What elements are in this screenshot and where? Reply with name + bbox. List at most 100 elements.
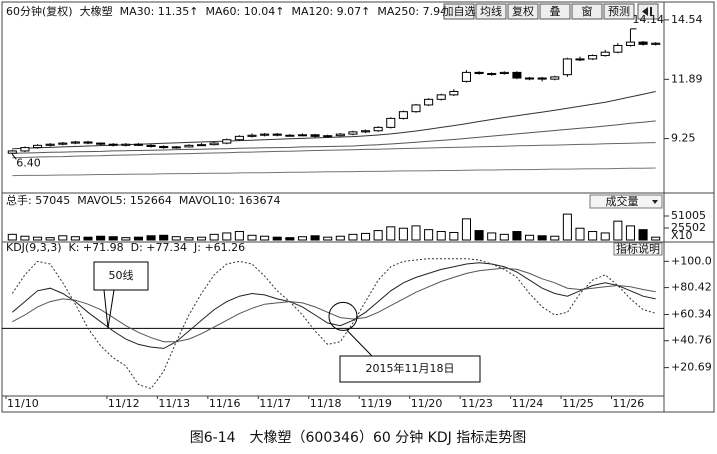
candle-body [171, 146, 181, 149]
candle-body [386, 117, 396, 128]
volume-bar [96, 235, 106, 241]
volume-bar [600, 232, 610, 241]
candle-body [474, 71, 484, 75]
volume-bar [58, 235, 68, 241]
header-item: 大橡塑 [80, 4, 113, 18]
volume-bar [625, 225, 635, 241]
button-frame[interactable] [507, 3, 539, 20]
button[interactable]: 均线 [480, 4, 502, 18]
x-tick-label: 11/12 [108, 397, 140, 410]
candle-body [651, 42, 661, 45]
volume-bar [83, 236, 93, 241]
volume-bar [461, 218, 471, 241]
y-tick-label: 25502 [671, 221, 706, 234]
volume-bar [133, 236, 143, 241]
button-icon [642, 7, 652, 16]
header-item: MAVOL10: 163674 [179, 194, 281, 207]
volume-bar [474, 230, 484, 241]
dropdown[interactable]: 成交量 [606, 194, 639, 208]
annotation: 14.14 [632, 13, 664, 26]
y-tick-label: +80.42 [671, 281, 712, 294]
icon-button[interactable] [637, 3, 659, 20]
candle-body [121, 143, 131, 146]
candle-body [209, 142, 219, 146]
volume-bar [361, 232, 371, 241]
candle-body [247, 134, 257, 137]
volume-bar [335, 235, 345, 241]
x-tick-label: 11/20 [411, 397, 443, 410]
x-tick-label: 11/25 [562, 397, 594, 410]
candle-body [499, 71, 509, 75]
annotation-leader [11, 154, 17, 160]
callout-pointer [346, 330, 373, 357]
candle-body [45, 143, 55, 146]
volume-bar [651, 236, 661, 241]
candle-body [70, 141, 80, 144]
candle-body [487, 73, 497, 76]
series-line [11, 262, 656, 349]
header-item: 总手: 57045 [6, 193, 70, 207]
button[interactable]: 窗 [582, 4, 593, 18]
y-tick-label: +60.34 [671, 307, 712, 320]
panel-header: 60分钟(复权) 大橡塑 MA30: 11.35↑ MA60: 10.04↑ MA120… [6, 4, 456, 18]
candle-body [310, 134, 320, 137]
candle-body [424, 98, 434, 106]
volume-bar [424, 229, 434, 241]
volume-bar [411, 225, 421, 241]
candle-body [108, 143, 118, 146]
caption: 图6-14 大橡塑（600346）60 分钟 KDJ 指标走势图 [190, 429, 526, 446]
button-frame[interactable] [571, 3, 603, 20]
series-line [12, 167, 656, 177]
candle-body [461, 71, 471, 82]
volume-bar [575, 227, 585, 241]
x-tick-label: 11/10 [7, 397, 39, 410]
button[interactable]: 预测 [608, 5, 630, 18]
candle-body [550, 76, 560, 80]
candle-body [361, 130, 371, 133]
header-item: 60分钟(复权) [6, 4, 73, 18]
unit-label: X10 [671, 229, 693, 242]
candle-body [411, 104, 421, 113]
volume-bar [550, 235, 560, 241]
dropdown-frame[interactable] [589, 194, 663, 209]
button-frame[interactable] [603, 3, 635, 20]
candle-body [588, 55, 598, 60]
callout: 2015年11月18日 [366, 361, 455, 375]
volume-bar [537, 235, 547, 241]
button-frame[interactable] [475, 3, 507, 20]
candle-body [20, 147, 30, 152]
legend-entry: D: +77.34 [131, 241, 187, 254]
legend-entry: J: +61.26 [193, 241, 245, 254]
y-tick-label: +20.69 [671, 361, 712, 374]
volume-bar [588, 231, 598, 241]
candle-body [575, 58, 585, 61]
candle-body [562, 58, 572, 76]
candle-body [83, 141, 93, 144]
volume-bar [184, 237, 194, 241]
button[interactable]: 指标说明 [616, 242, 660, 256]
callout-pointer [103, 289, 115, 329]
button-frame[interactable] [443, 3, 475, 20]
y-tick-label: 11.89 [671, 72, 703, 85]
candle-body [7, 150, 17, 154]
button-frame[interactable] [539, 3, 571, 20]
button-frame[interactable] [613, 242, 663, 256]
volume-bar [197, 236, 207, 241]
x-tick-label: 11/13 [158, 397, 190, 410]
candle-body [436, 94, 446, 100]
candle-body [272, 133, 282, 136]
button[interactable]: 复权 [512, 4, 534, 18]
x-tick-label: 11/26 [613, 397, 645, 410]
x-tick-label: 11/24 [512, 397, 544, 410]
x-tick-label: 11/17 [259, 397, 291, 410]
volume-bar [436, 231, 446, 241]
volume-bar [525, 234, 535, 241]
candle-body [297, 134, 307, 137]
volume-bar [234, 231, 244, 241]
candle-body [222, 139, 232, 144]
candle-body [348, 131, 358, 135]
button[interactable]: 叠 [550, 5, 561, 18]
button[interactable]: 加自选 [443, 5, 476, 18]
candle-body [525, 77, 535, 80]
volume-bar [209, 233, 219, 241]
